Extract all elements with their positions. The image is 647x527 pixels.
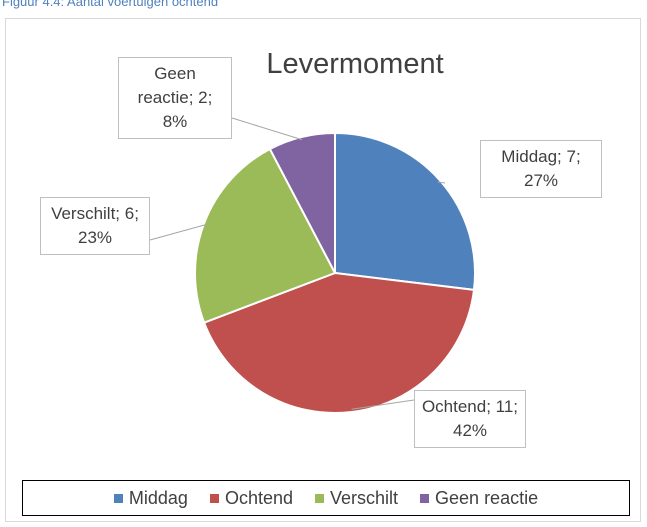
legend-item: Geen reactie [420, 488, 538, 509]
pie-slice [202, 271, 476, 414]
legend: Middag Ochtend Verschilt Geen reactie [22, 480, 630, 516]
legend-label: Verschilt [330, 487, 399, 508]
data-label: Ochtend; 11; 42% [414, 390, 526, 448]
pie-slice [194, 147, 337, 324]
legend-swatch [420, 493, 430, 503]
data-label: Geen reactie; 2; 8% [118, 57, 232, 139]
leader-line [437, 181, 446, 184]
leader-line [149, 223, 207, 241]
pie-slice [334, 131, 476, 291]
leader-line [351, 399, 415, 410]
legend-item: Middag [113, 487, 188, 509]
legend-item: Verschilt [315, 488, 398, 509]
figure-caption: Figuur 4.4: Aantal voertuigen ochtend [2, 0, 219, 9]
chart-title: Levermoment [266, 48, 444, 80]
legend-label: Geen reactie [435, 487, 539, 508]
legend-item: Ochtend [209, 487, 293, 509]
legend-swatch [113, 493, 123, 503]
data-label: Verschilt; 6; 23% [40, 197, 150, 255]
legend-label: Middag [128, 487, 188, 508]
data-label: Middag; 7; 27% [480, 140, 602, 198]
legend-swatch [315, 493, 324, 503]
legend-label: Ochtend [224, 487, 293, 508]
chart-frame [5, 18, 641, 522]
leader-line [231, 117, 303, 141]
pie-slice [268, 131, 336, 274]
legend-swatch [209, 493, 219, 503]
